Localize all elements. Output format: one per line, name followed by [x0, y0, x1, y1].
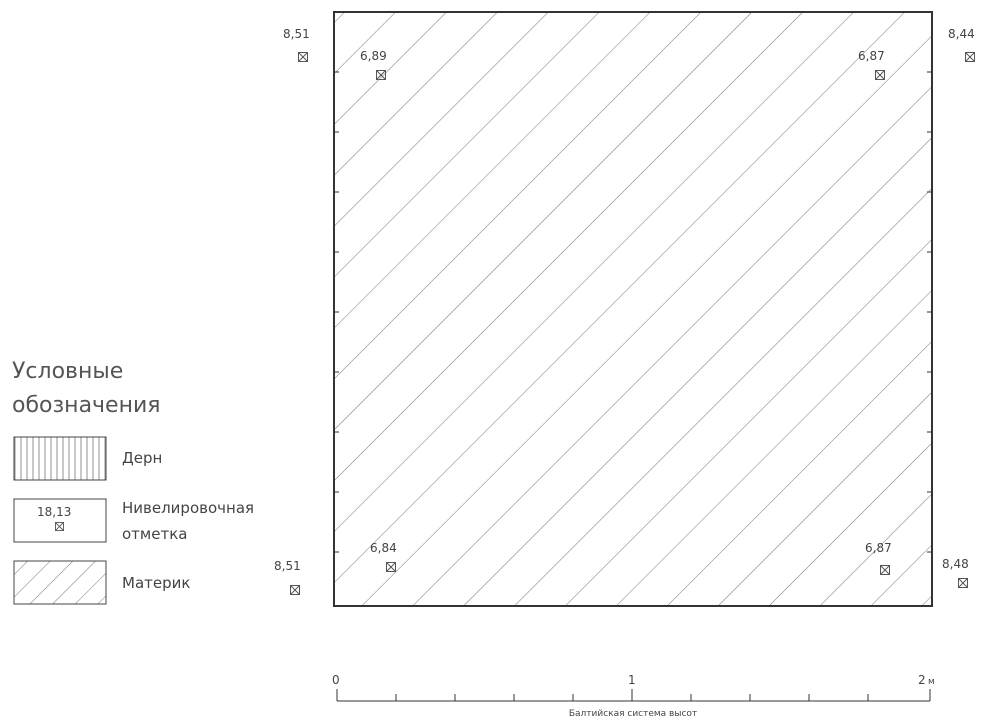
inner-mark-bottom-left: 6,84: [370, 541, 397, 572]
elevation-label: 6,84: [370, 541, 397, 555]
scale-label-mid: 1: [628, 673, 636, 687]
legend-label-level-mark-line1: Нивелировочная: [122, 499, 254, 517]
outer-mark-bottom-right: 8,48: [942, 557, 969, 588]
legend-item-level-mark: 18,13 Нивелировочная отметка: [13, 498, 254, 543]
inner-mark-top-right: 6,87: [858, 49, 885, 80]
inner-mark-bottom-right: 6,87: [865, 541, 892, 575]
legend-title-line1: Условные: [12, 359, 123, 384]
outer-mark-top-right: 8,44: [948, 27, 975, 62]
elevation-label: 6,89: [360, 49, 387, 63]
scale-label-end: 2: [918, 673, 926, 687]
outer-mark-bottom-left: 8,51: [274, 559, 301, 595]
edge-ticks: [334, 71, 932, 553]
elevation-label: 8,51: [274, 559, 301, 573]
scale-label-start: 0: [332, 673, 340, 687]
level-mark-icon: [958, 578, 968, 588]
legend: Условные обозначения Дерн 18,13 Нивелиро…: [12, 359, 254, 605]
elevation-label: 8,48: [942, 557, 969, 571]
outer-mark-top-left: 8,51: [283, 27, 310, 62]
level-mark-icon: [290, 585, 300, 595]
level-mark-swatch: [13, 498, 107, 543]
elevation-label: 6,87: [858, 49, 885, 63]
legend-sample-value: 18,13: [37, 505, 71, 519]
level-mark-icon: [298, 52, 308, 62]
legend-label-bedrock: Материк: [122, 574, 190, 592]
scale-unit: м: [928, 677, 935, 687]
elevation-label: 6,87: [865, 541, 892, 555]
elevation-label: 8,44: [948, 27, 975, 41]
legend-label-level-mark-line2: отметка: [122, 525, 187, 543]
legend-item-turf: Дерн: [13, 436, 162, 481]
excavation-square: [333, 11, 933, 607]
turf-swatch: [13, 436, 107, 481]
elevation-label: 8,51: [283, 27, 310, 41]
legend-title-line2: обозначения: [12, 393, 161, 418]
legend-label-turf: Дерн: [122, 449, 162, 467]
bedrock-swatch: [13, 560, 107, 605]
scale-bar: 0 1 2 м Балтийская система высот: [332, 673, 935, 719]
level-mark-icon: [965, 52, 975, 62]
legend-item-bedrock: Материк: [13, 560, 190, 605]
inner-mark-top-left: 6,89: [360, 49, 387, 80]
scale-caption: Балтийская система высот: [569, 709, 697, 719]
scale-ticks: [336, 689, 931, 701]
